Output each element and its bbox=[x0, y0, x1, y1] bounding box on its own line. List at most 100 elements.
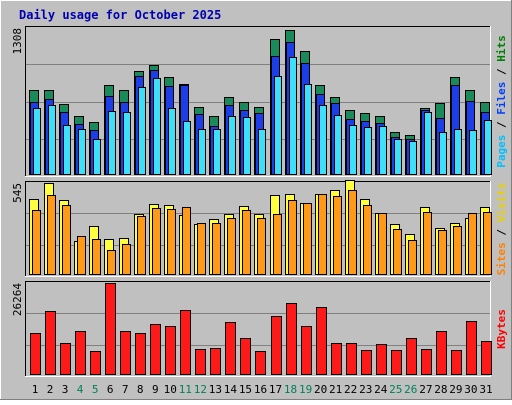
bar-pages-day-7 bbox=[123, 112, 131, 175]
bar-kbytes-day-10 bbox=[165, 326, 176, 375]
bar-sites-day-15 bbox=[242, 210, 251, 275]
x-tick-label-day-17: 17 bbox=[269, 383, 282, 396]
bar-pages-day-28 bbox=[439, 132, 447, 175]
bar-pages-day-2 bbox=[48, 105, 56, 175]
bar-pages-day-6 bbox=[108, 111, 116, 175]
bar-pages-day-16 bbox=[258, 129, 266, 175]
bar-sites-day-2 bbox=[47, 195, 56, 275]
y-max-label: 545 bbox=[11, 183, 24, 203]
bar-pages-day-26 bbox=[409, 141, 417, 175]
bar-kbytes-day-1 bbox=[30, 333, 41, 375]
x-tick-label-day-26: 26 bbox=[404, 383, 417, 396]
bar-kbytes-day-8 bbox=[135, 333, 146, 375]
bar-sites-day-18 bbox=[288, 200, 297, 275]
bar-pages-day-21 bbox=[334, 115, 342, 175]
bar-sites-day-24 bbox=[378, 213, 387, 275]
y-axis-label-part: / bbox=[495, 62, 508, 82]
y-axis-label-part: Hits bbox=[495, 35, 508, 62]
x-tick-label-day-30: 30 bbox=[464, 383, 477, 396]
x-tick-label-day-13: 13 bbox=[209, 383, 222, 396]
bar-pages-day-10 bbox=[168, 108, 176, 175]
x-tick-label-day-25: 25 bbox=[389, 383, 402, 396]
bar-sites-day-3 bbox=[62, 205, 71, 275]
bar-pages-day-5 bbox=[93, 139, 101, 175]
bar-pages-day-31 bbox=[484, 120, 492, 175]
chart-panels: 1308 Pages / Files / Hits 545 Sites / Visit… bbox=[11, 26, 508, 377]
x-tick-label-day-28: 28 bbox=[434, 383, 447, 396]
x-tick-label-day-2: 2 bbox=[47, 383, 54, 396]
bar-sites-day-7 bbox=[122, 244, 131, 275]
panel-pages-files-hits: 1308 Pages / Files / Hits bbox=[11, 26, 508, 177]
bar-sites-day-16 bbox=[257, 218, 266, 275]
bar-kbytes-day-4 bbox=[75, 331, 86, 375]
bar-pages-day-29 bbox=[454, 129, 462, 175]
x-tick-label-day-4: 4 bbox=[77, 383, 84, 396]
bar-sites-day-5 bbox=[92, 239, 101, 275]
x-tick-label-day-9: 9 bbox=[152, 383, 159, 396]
y-axis-label-part: / bbox=[495, 222, 508, 242]
bar-pages-day-3 bbox=[63, 125, 71, 175]
bar-kbytes-day-16 bbox=[255, 351, 266, 375]
bar-pages-day-1 bbox=[33, 108, 41, 175]
bar-kbytes-day-3 bbox=[60, 343, 71, 375]
bar-pages-day-24 bbox=[379, 126, 387, 175]
bar-pages-day-8 bbox=[138, 87, 146, 175]
bar-kbytes-day-28 bbox=[436, 331, 447, 375]
bar-kbytes-day-12 bbox=[195, 349, 206, 375]
bar-kbytes-day-23 bbox=[361, 350, 372, 375]
x-tick-label-day-11: 11 bbox=[179, 383, 192, 396]
bar-sites-day-30 bbox=[468, 213, 477, 275]
bar-sites-day-14 bbox=[227, 218, 236, 275]
bar-pages-day-4 bbox=[78, 129, 86, 175]
x-tick-label-day-15: 15 bbox=[239, 383, 252, 396]
bar-sites-day-21 bbox=[333, 196, 342, 275]
bar-kbytes-day-7 bbox=[120, 331, 131, 375]
bar-sites-day-29 bbox=[453, 226, 462, 275]
bar-kbytes-day-27 bbox=[421, 349, 432, 375]
bar-sites-day-11 bbox=[182, 207, 191, 275]
bar-sites-day-22 bbox=[348, 190, 357, 275]
x-tick-label-day-23: 23 bbox=[359, 383, 372, 396]
x-tick-label-day-21: 21 bbox=[329, 383, 342, 396]
bar-pages-day-13 bbox=[213, 129, 221, 175]
bar-sites-day-13 bbox=[212, 223, 221, 275]
bar-pages-day-19 bbox=[304, 84, 312, 175]
bar-sites-day-31 bbox=[483, 212, 492, 275]
bar-kbytes-day-26 bbox=[406, 338, 417, 375]
bar-pages-day-15 bbox=[243, 117, 251, 175]
bar-sites-day-26 bbox=[408, 240, 417, 275]
x-tick-label-day-14: 14 bbox=[224, 383, 238, 396]
x-tick-label-day-8: 8 bbox=[137, 383, 144, 396]
bar-pages-day-11 bbox=[183, 121, 191, 175]
x-tick-label-day-19: 19 bbox=[299, 383, 312, 396]
bar-kbytes-day-15 bbox=[240, 338, 251, 375]
x-tick-label-day-27: 27 bbox=[419, 383, 432, 396]
y-axis-label-part: Sites bbox=[495, 242, 508, 275]
y-axis-label: Pages / Files / Hits bbox=[495, 35, 508, 168]
bar-kbytes-day-22 bbox=[346, 343, 357, 375]
x-tick-label-day-31: 31 bbox=[479, 383, 492, 396]
bar-sites-day-6 bbox=[107, 250, 116, 275]
bar-kbytes-day-19 bbox=[301, 326, 312, 375]
panel-sites-visits: 545 Sites / Visits bbox=[11, 180, 508, 277]
bar-kbytes-day-9 bbox=[150, 324, 161, 375]
x-tick-label-day-5: 5 bbox=[92, 383, 99, 396]
bar-sites-day-1 bbox=[32, 210, 41, 275]
bar-kbytes-day-6 bbox=[105, 283, 116, 375]
x-tick-label-day-7: 7 bbox=[122, 383, 129, 396]
bar-pages-day-27 bbox=[424, 112, 432, 175]
bar-pages-day-17 bbox=[274, 76, 282, 175]
bar-sites-day-17 bbox=[273, 214, 282, 275]
bar-pages-day-14 bbox=[228, 116, 236, 175]
bar-kbytes-day-21 bbox=[331, 343, 342, 375]
bar-sites-day-10 bbox=[167, 209, 176, 275]
x-tick-label-day-20: 20 bbox=[314, 383, 327, 396]
x-tick-label-day-18: 18 bbox=[284, 383, 297, 396]
bar-kbytes-day-13 bbox=[210, 348, 221, 375]
bar-sites-day-27 bbox=[423, 212, 432, 275]
y-axis-label-part: Pages bbox=[495, 135, 508, 168]
bar-kbytes-day-17 bbox=[271, 316, 282, 375]
bar-kbytes-day-18 bbox=[286, 303, 297, 375]
bar-kbytes-day-14 bbox=[225, 322, 236, 375]
